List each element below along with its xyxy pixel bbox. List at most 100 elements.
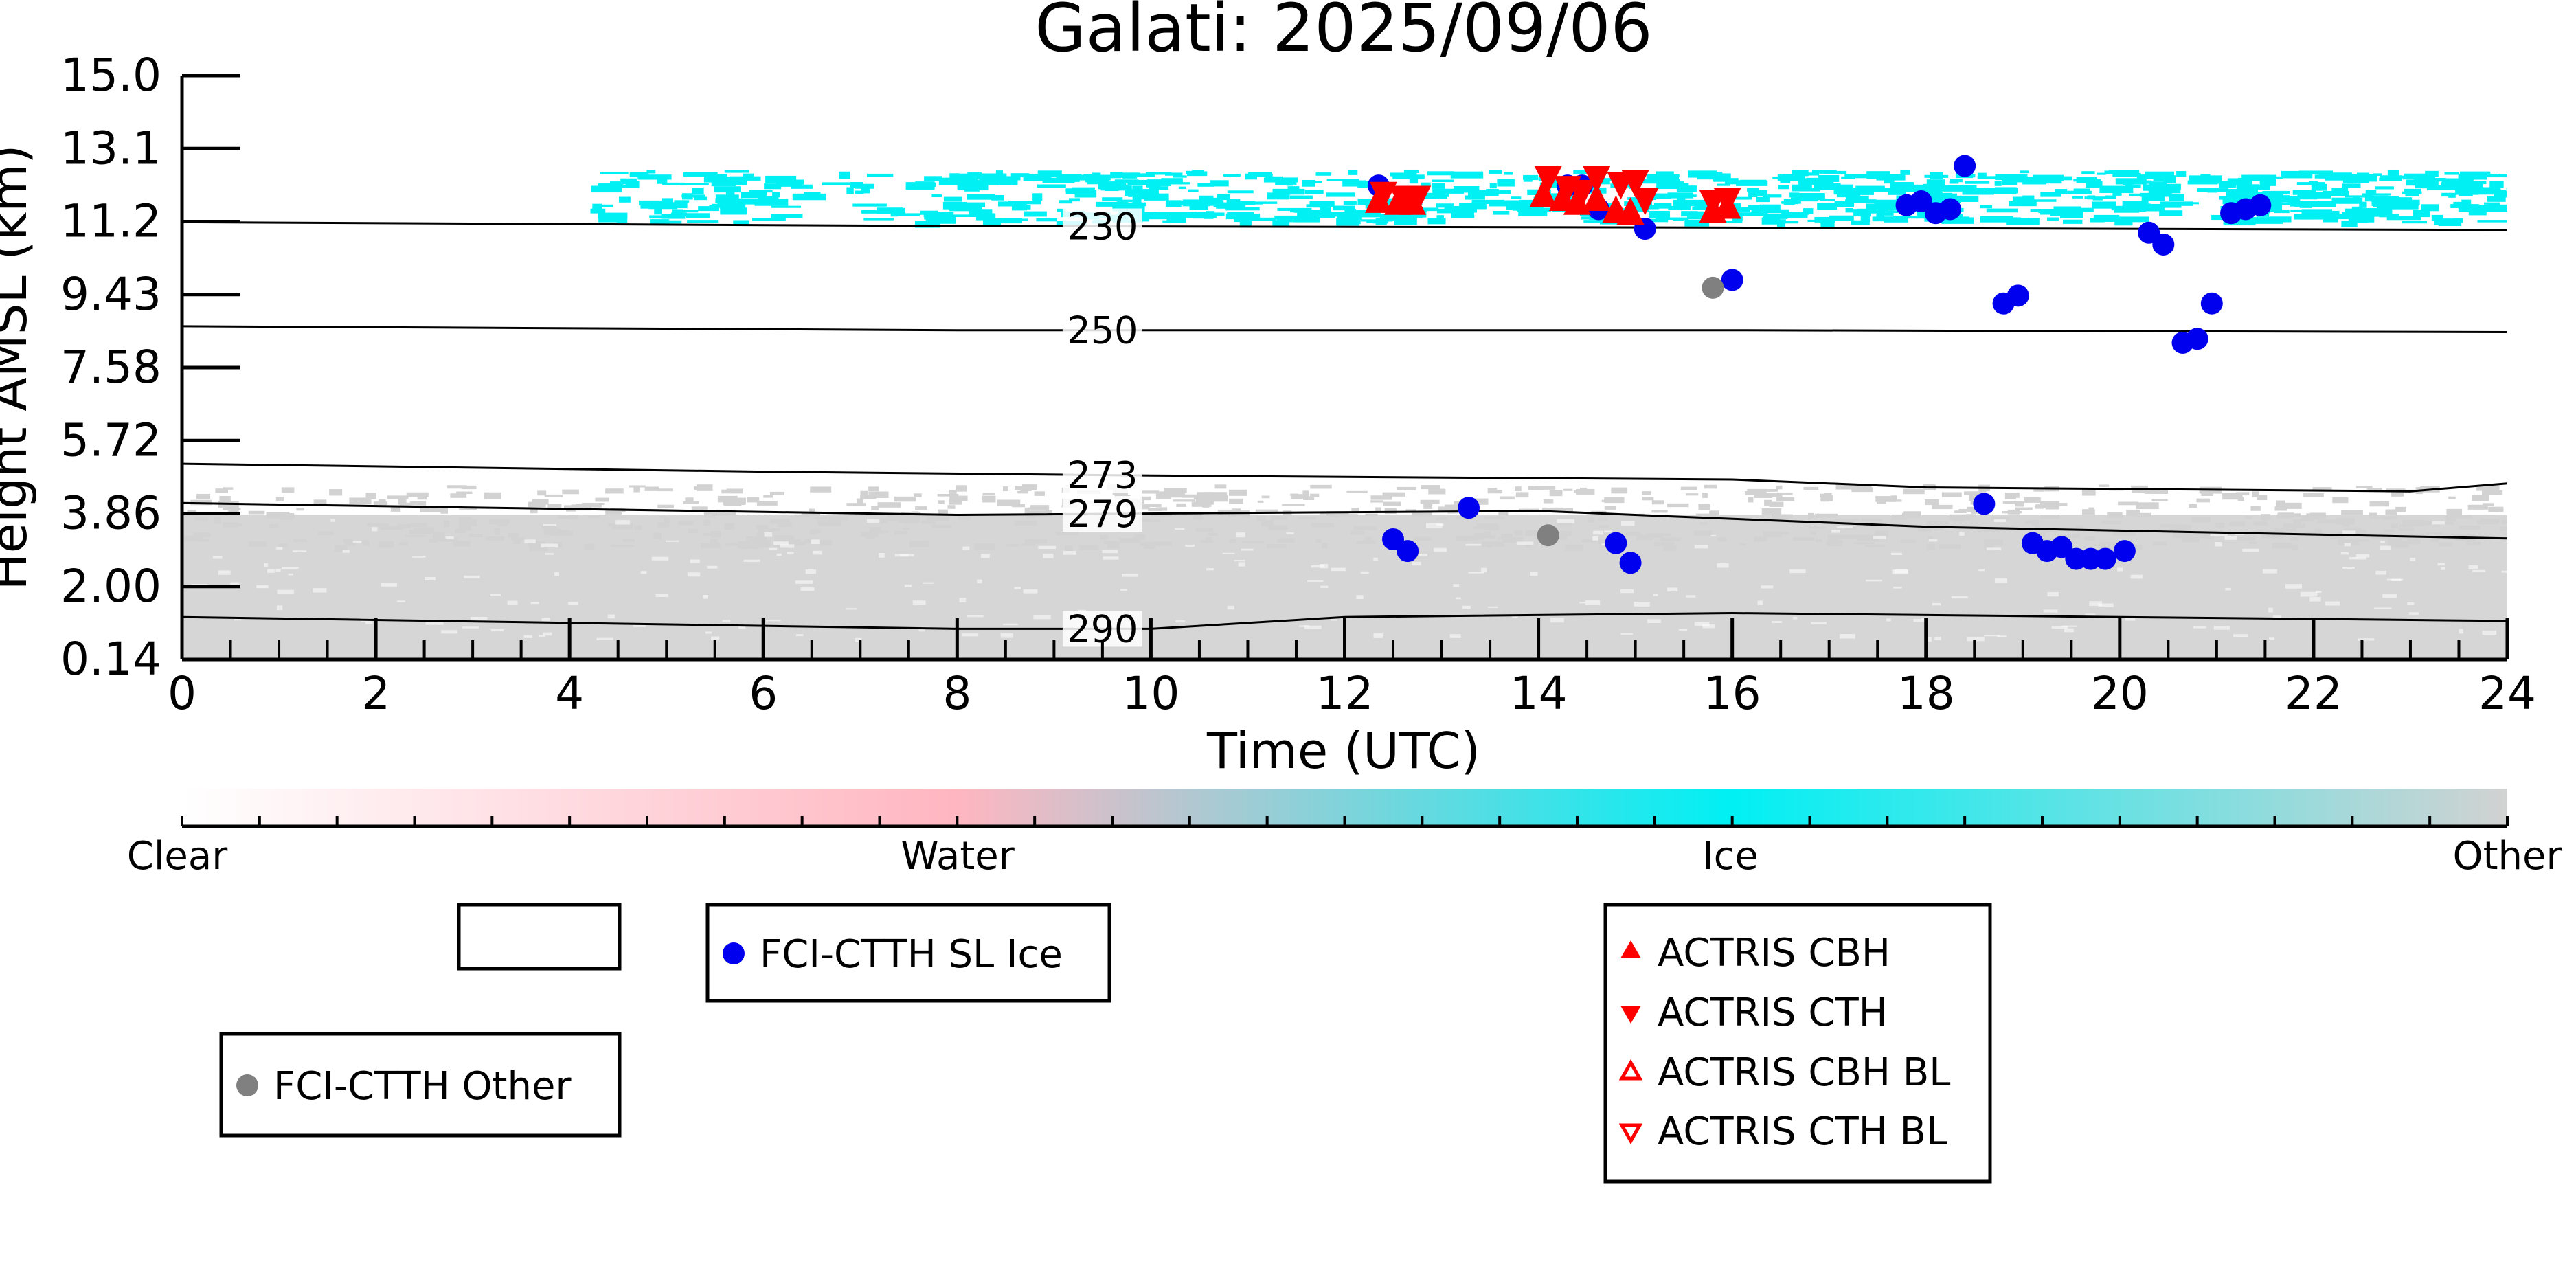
- region-gap: [2380, 540, 2385, 543]
- region-gap: [607, 614, 615, 619]
- region-speck: [2459, 193, 2473, 196]
- region-speck: [397, 523, 411, 528]
- region-speck: [2099, 484, 2110, 487]
- region-speck: [1954, 510, 1967, 513]
- region-gap: [1621, 521, 1635, 526]
- region-speck: [791, 184, 813, 189]
- region-speck: [1325, 212, 1359, 217]
- region-gap: [1412, 561, 1421, 566]
- region-speck: [1068, 529, 1078, 535]
- region-speck: [2331, 188, 2349, 192]
- region-speck: [2342, 523, 2349, 527]
- x-tick-label: 6: [749, 667, 778, 720]
- region-speck: [2348, 539, 2360, 545]
- region-gap: [263, 563, 268, 567]
- region-speck: [2181, 537, 2200, 543]
- region-speck: [1721, 196, 1752, 200]
- region-speck: [2341, 510, 2363, 515]
- region-speck: [1624, 201, 1652, 207]
- region-speck: [2301, 515, 2311, 522]
- region-speck: [657, 504, 675, 508]
- region-speck: [2047, 217, 2059, 221]
- region-gap: [1789, 569, 1806, 574]
- region-speck: [815, 517, 828, 519]
- region-speck: [1789, 192, 1800, 198]
- region-speck: [1298, 516, 1317, 519]
- region-speck: [1225, 207, 1260, 211]
- x-tick-label: 20: [2091, 667, 2149, 720]
- region-speck: [920, 210, 938, 215]
- region-speck: [2391, 199, 2420, 205]
- region-speck: [2002, 511, 2022, 514]
- region-speck: [453, 541, 471, 547]
- region-speck: [2250, 506, 2261, 511]
- region-speck: [1772, 514, 1793, 519]
- region-speck: [1057, 208, 1066, 212]
- region-speck: [2323, 190, 2349, 196]
- region-speck: [1500, 534, 1513, 539]
- region-speck: [721, 489, 743, 494]
- data-point: [1397, 540, 1419, 563]
- y-tick-label: 13.1: [60, 122, 161, 174]
- region-speck: [999, 218, 1022, 224]
- region-speck: [1302, 181, 1322, 183]
- region-speck: [2117, 216, 2149, 223]
- region-speck: [2466, 541, 2481, 545]
- region-speck: [1239, 221, 1252, 227]
- region-gap: [918, 629, 925, 632]
- region-speck: [747, 497, 760, 503]
- region-gap: [1356, 595, 1364, 600]
- region-speck: [958, 173, 970, 181]
- region-speck: [2112, 529, 2136, 536]
- region-speck: [2461, 183, 2483, 190]
- region-speck: [557, 515, 574, 519]
- region-speck: [1777, 215, 1788, 219]
- legend-fci-other-frame: [219, 1032, 622, 1138]
- region-gap: [687, 572, 701, 577]
- region-speck: [1042, 177, 1075, 183]
- region-speck: [2362, 193, 2391, 196]
- contour-line: [181, 325, 2508, 333]
- region-speck: [2015, 501, 2024, 507]
- region-speck: [1436, 203, 1454, 208]
- region-speck: [870, 527, 881, 534]
- region-speck: [716, 177, 737, 181]
- region-speck: [673, 202, 688, 209]
- region-speck: [1952, 518, 1965, 521]
- region-speck: [2033, 488, 2045, 492]
- region-speck: [1857, 534, 1879, 541]
- region-speck: [741, 192, 767, 199]
- region-speck: [1119, 537, 1140, 543]
- region-speck: [1684, 219, 1710, 227]
- region-gap: [397, 600, 405, 602]
- data-point: [1973, 493, 1996, 515]
- region-speck: [2248, 192, 2281, 197]
- region-speck: [2259, 180, 2276, 186]
- region-gap: [1893, 586, 1902, 589]
- y-tick-label: 11.2: [60, 195, 161, 248]
- region-gap: [1234, 559, 1245, 562]
- region-gap: [1993, 519, 2006, 523]
- region-speck: [1290, 195, 1313, 200]
- region-gap: [352, 541, 362, 543]
- legend-actris-cth-label: ACTRIS CTH: [1658, 991, 1888, 1035]
- region-speck: [1800, 212, 1809, 215]
- region-speck: [1189, 205, 1209, 210]
- region-speck: [2330, 536, 2344, 539]
- region-speck: [1763, 214, 1792, 218]
- region-speck: [949, 173, 960, 180]
- region-gap: [507, 600, 518, 605]
- region-speck: [1304, 216, 1318, 221]
- region-speck: [1365, 513, 1378, 517]
- region-speck: [1096, 175, 1122, 179]
- legend-actris-cbh-label: ACTRIS CBH: [1658, 931, 1890, 975]
- x-tick-label: 12: [1316, 667, 1374, 720]
- region-gap: [530, 602, 539, 605]
- region-speck: [1307, 497, 1314, 500]
- region-speck: [1445, 504, 1465, 511]
- region-speck: [600, 171, 629, 174]
- region-speck: [1436, 208, 1456, 214]
- region-speck: [2035, 504, 2044, 509]
- region-speck: [1980, 205, 1993, 209]
- region-speck: [2297, 190, 2316, 196]
